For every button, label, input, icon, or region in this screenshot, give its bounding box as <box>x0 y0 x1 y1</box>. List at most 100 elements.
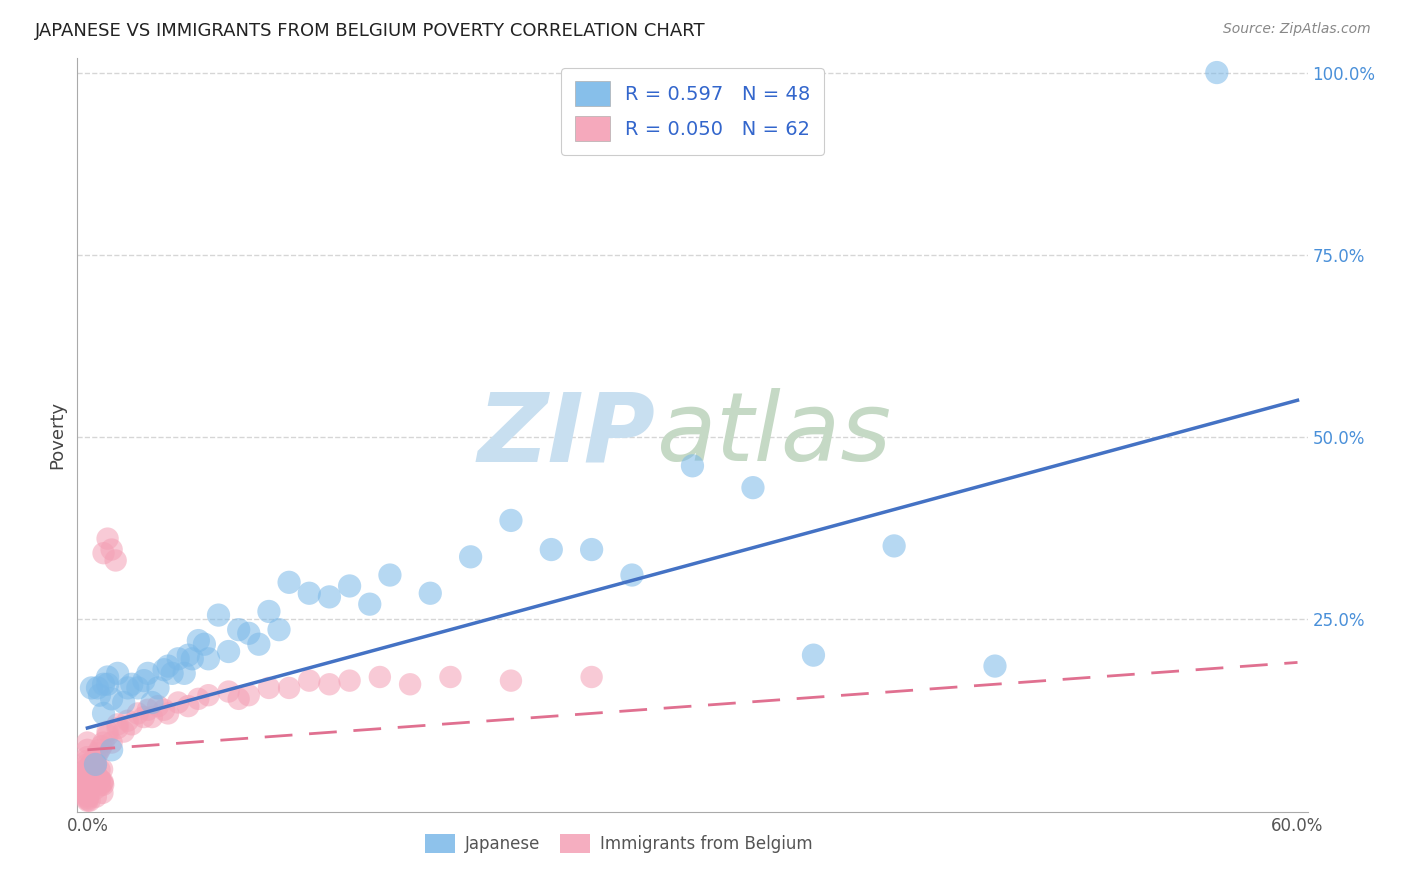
Point <box>76 761 98 775</box>
Point <box>104 553 127 567</box>
Point <box>76 768 98 782</box>
Point <box>84 750 107 764</box>
Point <box>93 546 115 560</box>
Y-axis label: Poverty: Poverty <box>48 401 66 469</box>
Point <box>83 765 105 780</box>
Point <box>499 513 522 527</box>
Point <box>378 568 401 582</box>
Point <box>91 775 114 789</box>
Point <box>257 604 280 618</box>
Point <box>136 703 159 717</box>
Point <box>76 792 98 806</box>
Point <box>127 706 149 721</box>
Point <box>984 659 1007 673</box>
Point <box>257 681 280 695</box>
Point <box>100 542 122 557</box>
Point <box>84 789 107 804</box>
Point <box>620 568 643 582</box>
Point <box>121 677 143 691</box>
Point <box>278 681 301 695</box>
Point <box>218 684 240 698</box>
Point <box>76 779 98 793</box>
Point <box>112 724 135 739</box>
Point <box>86 747 108 761</box>
Point <box>682 458 704 473</box>
Point <box>76 785 98 799</box>
Point <box>146 699 169 714</box>
Point <box>540 542 562 557</box>
Point <box>90 739 112 754</box>
Point <box>193 637 215 651</box>
Point <box>76 750 98 764</box>
Point <box>136 666 159 681</box>
Point <box>76 754 98 768</box>
Point <box>76 788 98 802</box>
Point <box>76 775 98 789</box>
Point <box>742 481 765 495</box>
Point <box>80 681 103 695</box>
Point <box>76 783 98 797</box>
Point <box>581 542 603 557</box>
Point <box>339 673 361 688</box>
Point <box>89 772 111 787</box>
Point <box>76 773 98 788</box>
Point <box>359 597 381 611</box>
Point <box>89 743 111 757</box>
Point <box>91 775 114 789</box>
Point <box>84 757 107 772</box>
Point <box>160 666 183 681</box>
Point <box>86 681 108 695</box>
Point <box>82 754 104 768</box>
Text: JAPANESE VS IMMIGRANTS FROM BELGIUM POVERTY CORRELATION CHART: JAPANESE VS IMMIGRANTS FROM BELGIUM POVE… <box>35 22 706 40</box>
Point <box>298 586 321 600</box>
Point <box>86 775 108 789</box>
Point <box>87 774 110 789</box>
Point <box>218 644 240 658</box>
Text: atlas: atlas <box>655 388 890 482</box>
Point <box>581 670 603 684</box>
Point <box>91 778 114 792</box>
Point <box>127 681 149 695</box>
Point <box>318 677 340 691</box>
Point <box>117 714 139 728</box>
Point <box>121 717 143 731</box>
Point <box>76 772 98 786</box>
Point <box>883 539 905 553</box>
Point <box>228 623 250 637</box>
Point <box>112 696 135 710</box>
Point <box>80 769 103 783</box>
Point <box>197 652 219 666</box>
Point <box>100 735 122 749</box>
Point <box>97 532 120 546</box>
Point <box>197 688 219 702</box>
Point <box>97 670 120 684</box>
Point <box>77 780 100 794</box>
Point <box>439 670 461 684</box>
Point <box>97 724 120 739</box>
Point <box>84 771 107 785</box>
Point <box>153 663 176 677</box>
Point <box>141 710 163 724</box>
Point <box>278 575 301 590</box>
Point <box>76 766 98 780</box>
Point <box>238 626 260 640</box>
Point <box>80 773 103 788</box>
Point <box>76 735 98 749</box>
Point <box>76 789 98 804</box>
Point <box>228 691 250 706</box>
Point <box>83 754 105 768</box>
Point <box>80 757 103 772</box>
Point <box>167 652 190 666</box>
Point <box>399 677 422 691</box>
Point <box>77 778 100 792</box>
Point <box>100 743 122 757</box>
Point <box>76 780 98 795</box>
Point <box>167 696 190 710</box>
Point <box>460 549 482 564</box>
Point <box>247 637 270 651</box>
Point <box>368 670 391 684</box>
Point <box>84 760 107 774</box>
Text: ZIP: ZIP <box>478 388 655 482</box>
Point <box>803 648 825 662</box>
Point <box>91 763 114 777</box>
